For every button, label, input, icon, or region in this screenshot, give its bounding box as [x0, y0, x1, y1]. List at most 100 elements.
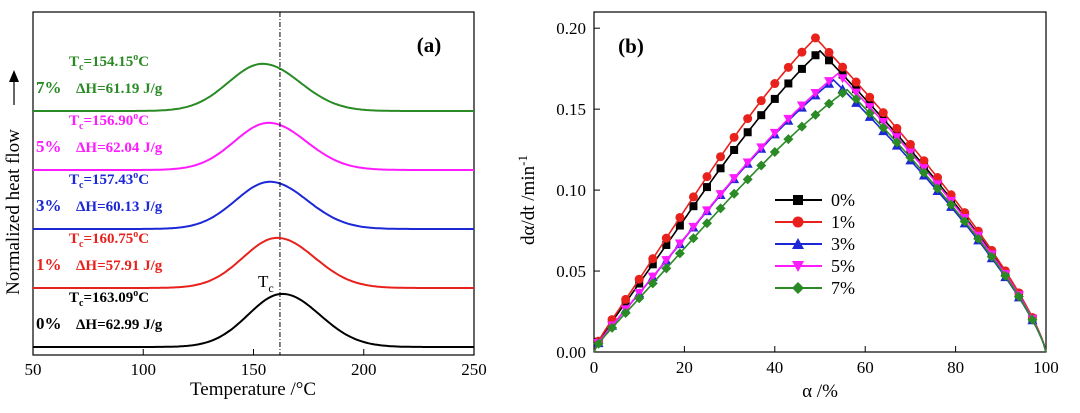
point-5pct	[715, 190, 726, 200]
point-1pct	[865, 92, 875, 102]
dsc-curve-5pct	[33, 121, 474, 171]
panel-a-xtick-label: 250	[461, 360, 487, 379]
point-0pct	[662, 240, 671, 249]
point-5pct	[688, 222, 699, 232]
series-label-0pct: 0%	[36, 314, 62, 333]
point-0pct	[770, 94, 779, 103]
dh-annotation: ΔH=62.04 J/g	[76, 140, 163, 156]
legend-marker	[792, 261, 804, 272]
point-1pct	[716, 152, 726, 162]
panel-b: 0 20 40 60 80 100 0.00 0.05 0.10 0.15 0.20 0%1%3%5…	[515, 11, 1059, 402]
panel-b-xtick-label: 40	[766, 358, 783, 377]
point-7pct	[620, 307, 631, 318]
panel-a-xlabel: Temperature /°C	[190, 379, 316, 400]
point-7pct	[796, 121, 807, 132]
point-1pct	[743, 114, 753, 124]
point-5pct	[702, 206, 712, 216]
dh-annotation: ΔH=62.99 J/g	[76, 317, 163, 333]
dh-annotation: ΔH=57.91 J/g	[76, 258, 163, 274]
point-1pct	[661, 233, 671, 243]
point-5pct	[796, 101, 807, 111]
point-7pct	[607, 322, 618, 333]
tc-annotation: Tc=160.75oC	[69, 229, 149, 250]
panel-b-xtick-label: 20	[676, 358, 693, 377]
panel-a-xtick-label: 50	[25, 360, 42, 379]
point-5pct	[661, 256, 672, 266]
panel-b-ytick-label: 0.00	[556, 343, 586, 362]
point-5pct	[742, 158, 753, 168]
point-1pct	[648, 254, 658, 264]
point-1pct	[634, 274, 644, 284]
point-7pct	[905, 152, 916, 163]
panel-b-xtick-label: 100	[1033, 358, 1059, 377]
point-0pct	[743, 128, 752, 137]
point-1pct	[892, 123, 902, 133]
point-7pct	[647, 278, 658, 289]
legend-marker	[792, 282, 804, 294]
point-7pct	[702, 218, 712, 229]
dsc-curve-1pct	[33, 236, 474, 289]
point-5pct	[783, 114, 794, 124]
panel-b-xtick-label: 60	[857, 358, 874, 377]
point-5pct	[729, 174, 740, 184]
point-0pct	[757, 111, 766, 120]
legend-marker	[793, 195, 803, 205]
legend-label: 3%	[831, 234, 855, 254]
legend-label: 0%	[831, 190, 855, 210]
point-1pct	[933, 173, 943, 183]
point-7pct	[946, 199, 957, 210]
point-0pct	[689, 202, 698, 211]
series-label-3pct: 3%	[36, 196, 62, 215]
point-7pct	[932, 183, 943, 194]
dsc-curve-3pct	[33, 180, 474, 230]
point-5pct	[674, 239, 685, 249]
point-5pct	[824, 77, 835, 87]
point-1pct	[851, 77, 861, 87]
point-7pct	[729, 188, 740, 199]
point-5pct	[878, 117, 889, 127]
panel-a-xtick-label: 100	[131, 360, 157, 379]
point-7pct	[851, 94, 862, 105]
point-5pct	[769, 128, 780, 138]
dh-annotation: ΔH=60.13 J/g	[76, 199, 163, 215]
series-label-5pct: 5%	[36, 137, 62, 156]
point-7pct	[1013, 291, 1024, 302]
legend-label: 1%	[831, 212, 855, 232]
panel-b-xtick-label: 80	[947, 358, 964, 377]
panel-b-xlabel: α /%	[802, 381, 838, 402]
point-7pct	[634, 293, 645, 304]
tc-annotation: Tc=154.15oC	[69, 52, 149, 73]
point-7pct	[918, 167, 929, 178]
tc-annotation: Tc=156.90oC	[69, 111, 149, 132]
point-7pct	[824, 98, 835, 109]
point-0pct	[716, 164, 725, 173]
rate-curve-0pct	[593, 49, 1047, 353]
tc-annotation: Tc=163.09oC	[69, 288, 149, 309]
point-1pct	[621, 294, 631, 304]
point-1pct	[702, 172, 712, 182]
point-0pct	[797, 64, 806, 73]
point-5pct	[810, 88, 821, 98]
point-7pct	[810, 109, 821, 120]
dsc-curve-7pct	[33, 62, 474, 112]
point-7pct	[742, 174, 753, 185]
point-7pct	[878, 122, 889, 133]
point-1pct	[756, 96, 766, 106]
point-1pct	[770, 79, 780, 89]
point-1pct	[810, 33, 820, 43]
point-0pct	[730, 145, 739, 154]
point-0pct	[703, 183, 711, 192]
panel-b-ytick-label: 0.05	[556, 262, 586, 281]
tc-annotation: Tc=157.43oC	[69, 170, 149, 191]
point-7pct	[674, 248, 685, 259]
point-5pct	[864, 103, 875, 113]
panel-a-xtick-label: 150	[241, 360, 267, 379]
point-1pct	[905, 139, 915, 149]
point-7pct	[1000, 270, 1011, 281]
legend-marker	[792, 238, 804, 249]
point-1pct	[783, 62, 793, 72]
panel-b-ylabel: dα/dt /min-1	[515, 155, 539, 245]
panel-b-frame	[593, 11, 1047, 353]
point-5pct	[851, 88, 862, 98]
point-5pct	[837, 74, 848, 84]
